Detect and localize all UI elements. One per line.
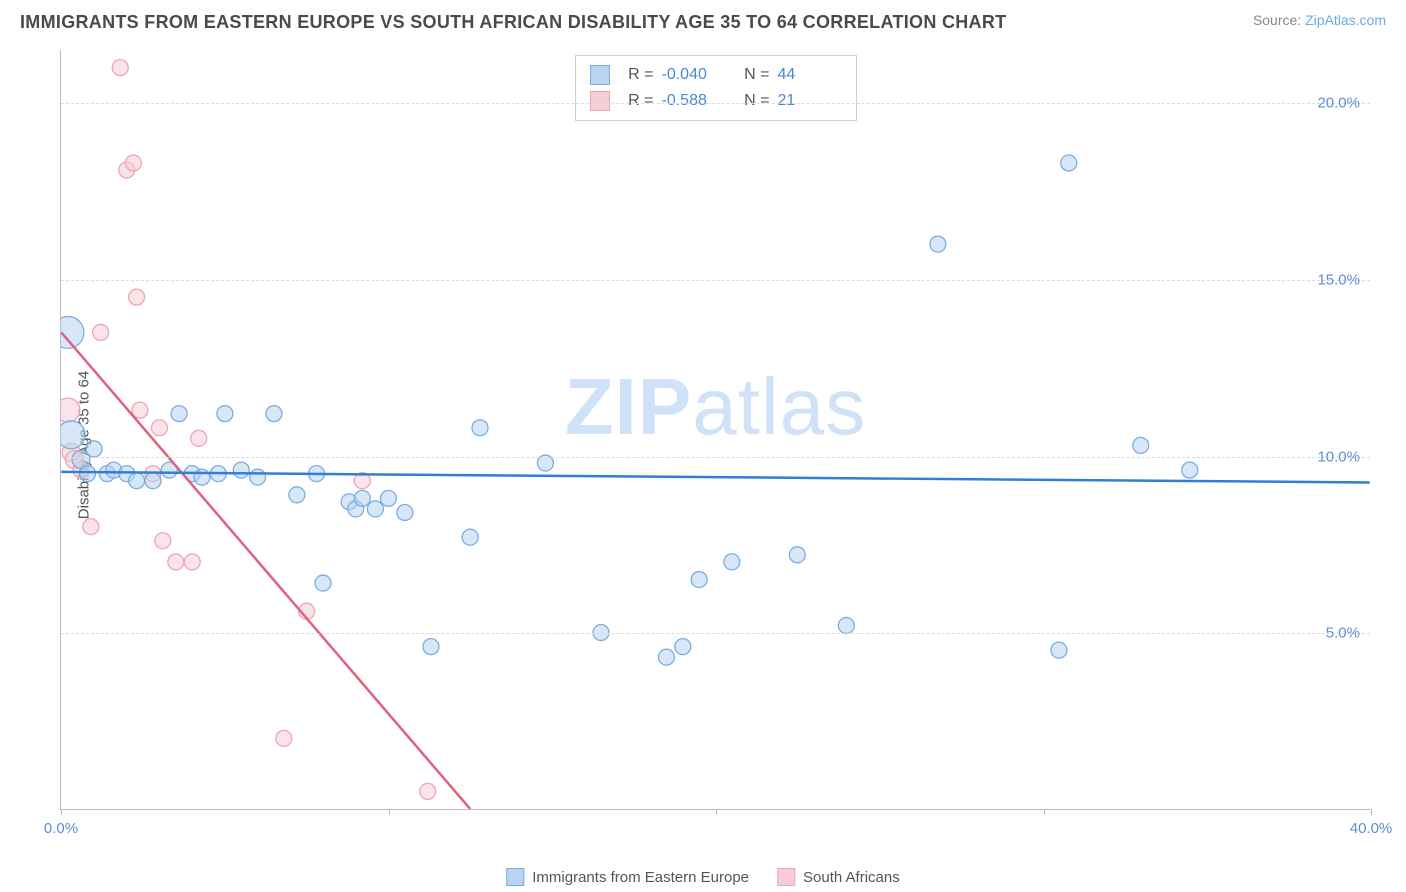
ytick-label: 10.0% bbox=[1317, 448, 1360, 465]
plot-area: ZIPatlas R = -0.040 N = 44 R = -0.588 N … bbox=[60, 50, 1370, 810]
source-prefix: Source: bbox=[1253, 12, 1305, 28]
xtick-label: 0.0% bbox=[44, 820, 78, 837]
watermark: ZIPatlas bbox=[565, 361, 866, 453]
ytick-label: 15.0% bbox=[1317, 271, 1360, 288]
chart-title: IMMIGRANTS FROM EASTERN EUROPE VS SOUTH … bbox=[20, 12, 1006, 33]
gridline bbox=[61, 633, 1370, 634]
gridline bbox=[61, 280, 1370, 281]
legend-item-blue: Immigrants from Eastern Europe bbox=[506, 868, 749, 886]
swatch-pink bbox=[590, 91, 610, 111]
xtick-label: 40.0% bbox=[1350, 820, 1393, 837]
n-label: N = bbox=[734, 92, 770, 110]
source-link[interactable]: ZipAtlas.com bbox=[1305, 12, 1386, 28]
chart-container: Disability Age 35 to 64 ZIPatlas R = -0.… bbox=[20, 50, 1386, 840]
legend-label-blue: Immigrants from Eastern Europe bbox=[532, 869, 749, 886]
r-value-blue: -0.040 bbox=[662, 66, 726, 84]
legend-item-pink: South Africans bbox=[777, 868, 900, 886]
xtick bbox=[716, 809, 717, 815]
xtick bbox=[1044, 809, 1045, 815]
xtick bbox=[1371, 809, 1372, 815]
r-value-pink: -0.588 bbox=[662, 92, 726, 110]
n-value-pink: 21 bbox=[778, 92, 842, 110]
swatch-pink bbox=[777, 868, 795, 886]
ytick-label: 5.0% bbox=[1326, 625, 1360, 642]
swatch-blue bbox=[506, 868, 524, 886]
r-label: R = bbox=[618, 92, 654, 110]
xtick bbox=[61, 809, 62, 815]
legend-label-pink: South Africans bbox=[803, 869, 900, 886]
r-label: R = bbox=[618, 66, 654, 84]
legend-row-pink: R = -0.588 N = 21 bbox=[590, 88, 842, 114]
scatter-overlay bbox=[61, 50, 1370, 809]
xtick bbox=[389, 809, 390, 815]
swatch-blue bbox=[590, 65, 610, 85]
correlation-legend: R = -0.040 N = 44 R = -0.588 N = 21 bbox=[575, 55, 857, 121]
n-value-blue: 44 bbox=[778, 66, 842, 84]
gridline bbox=[61, 103, 1370, 104]
source-label: Source: ZipAtlas.com bbox=[1253, 12, 1386, 28]
gridline bbox=[61, 457, 1370, 458]
ytick-label: 20.0% bbox=[1317, 95, 1360, 112]
n-label: N = bbox=[734, 66, 770, 84]
series-legend: Immigrants from Eastern Europe South Afr… bbox=[506, 868, 899, 886]
legend-row-blue: R = -0.040 N = 44 bbox=[590, 62, 842, 88]
